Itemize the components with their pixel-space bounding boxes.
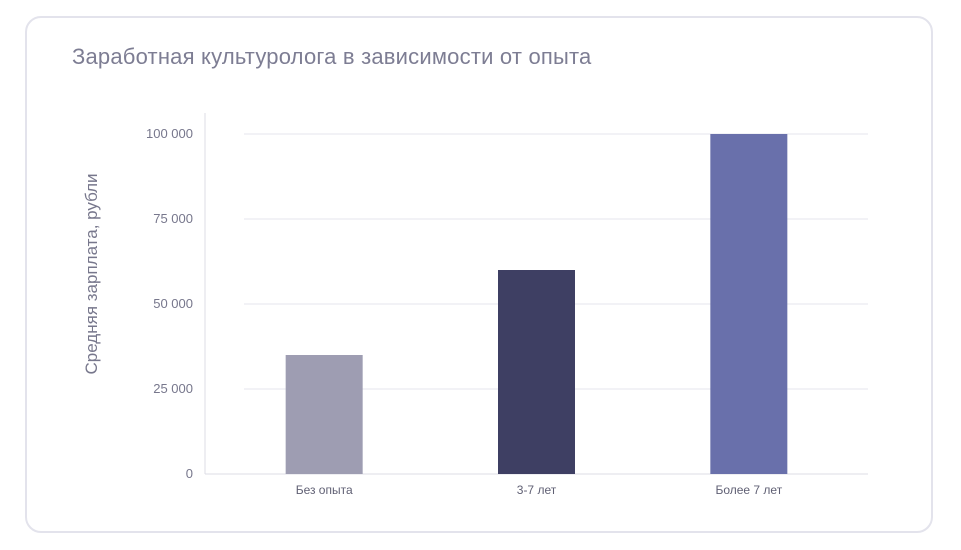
y-tick-label: 75 000 xyxy=(153,211,193,226)
x-tick-label: Без опыта xyxy=(296,483,353,497)
bar[interactable] xyxy=(498,270,575,474)
x-tick-label: 3-7 лет xyxy=(517,483,557,497)
y-tick-label: 100 000 xyxy=(146,126,193,141)
x-tick-label: Более 7 лет xyxy=(715,483,782,497)
bar[interactable] xyxy=(285,355,363,474)
y-tick-label: 25 000 xyxy=(153,381,193,396)
y-tick-label: 0 xyxy=(186,466,193,481)
bar[interactable] xyxy=(710,134,788,474)
y-axis-label: Средняя зарплата, рубли xyxy=(82,173,101,374)
chart-title: Заработная культуролога в зависимости от… xyxy=(72,44,592,69)
y-tick-label: 50 000 xyxy=(153,296,193,311)
